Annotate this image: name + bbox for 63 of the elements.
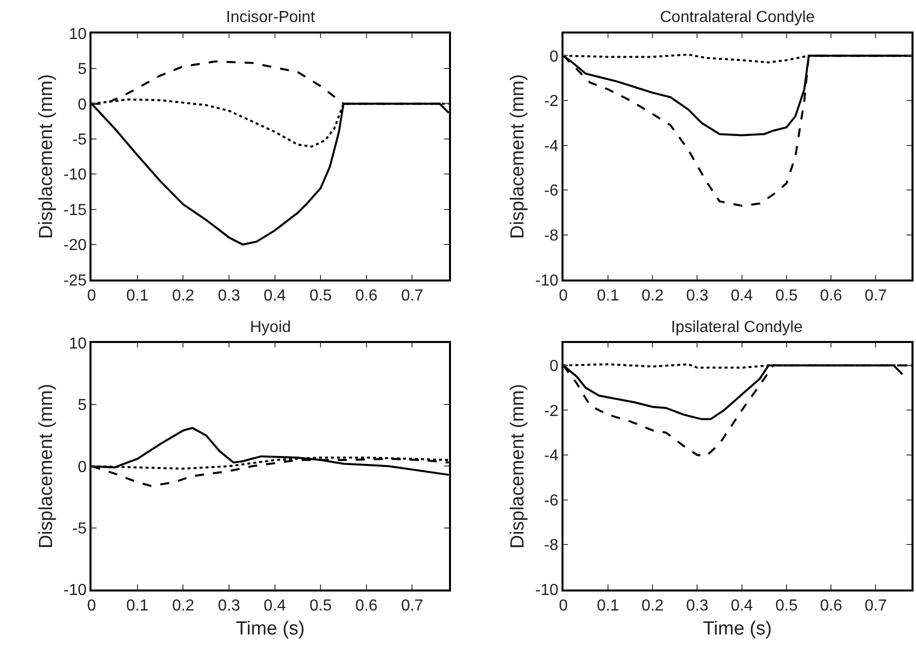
y-tick-label: -6 — [544, 182, 558, 200]
x-tick-label: 0.3 — [218, 288, 240, 305]
x-tick-label: 0.4 — [730, 288, 754, 305]
y-tick-label: -25 — [64, 272, 87, 290]
chart-title: Incisor-Point — [226, 9, 316, 26]
y-tick-label: -10 — [64, 166, 87, 184]
y-axis-title: Displacement (mm) — [508, 384, 529, 549]
y-tick-label: -8 — [544, 228, 558, 245]
y-tick-label: -5 — [72, 132, 87, 149]
x-tick-label: 0.1 — [126, 597, 149, 614]
y-axis-title: Displacement (mm) — [36, 74, 57, 239]
y-tick-label: 0 — [549, 48, 558, 66]
y-tick-label: -6 — [544, 492, 558, 510]
x-tick-label: 0.2 — [172, 597, 194, 614]
x-tick-label: 0.1 — [126, 288, 149, 305]
x-tick-label: 0.6 — [355, 597, 378, 614]
y-tick-label: -20 — [64, 237, 87, 254]
x-tick-label: 0.2 — [172, 288, 194, 305]
y-tick-label: -10 — [535, 582, 558, 600]
y-tick-label: -10 — [64, 582, 87, 600]
y-tick-label: 10 — [68, 336, 87, 353]
x-tick-label: 0.7 — [864, 597, 887, 614]
chart-title: Ipsilateral Condyle — [671, 319, 803, 336]
y-tick-label: -10 — [535, 272, 558, 290]
x-tick-label: 0.7 — [864, 288, 887, 305]
y-tick-label: -15 — [64, 202, 87, 219]
x-tick-label: 0.5 — [775, 597, 798, 614]
y-tick-label: -8 — [544, 537, 558, 554]
x-tick-label: 0.6 — [820, 288, 842, 305]
y-tick-label: -5 — [72, 520, 87, 538]
y-tick-label: 10 — [68, 26, 87, 43]
y-tick-label: 0 — [549, 358, 558, 375]
x-tick-label: 0.2 — [641, 597, 664, 614]
x-axis-title: Time (s) — [236, 618, 305, 640]
y-tick-label: 0 — [78, 458, 87, 476]
y-tick-label: 0 — [78, 96, 87, 114]
x-tick-label: 0.4 — [264, 597, 286, 614]
y-tick-label: -2 — [544, 402, 558, 420]
x-tick-label: 0.7 — [401, 288, 424, 305]
x-tick-label: 0.3 — [686, 288, 708, 305]
y-tick-label: -4 — [544, 138, 558, 155]
y-tick-label: -4 — [544, 448, 558, 465]
y-axis-title: Displacement (mm) — [36, 384, 57, 549]
x-tick-label: 0.1 — [596, 597, 620, 614]
y-tick-label: -2 — [544, 93, 558, 110]
y-axis-title: Displacement (mm) — [508, 74, 529, 239]
x-tick-label: 0.5 — [309, 288, 332, 305]
y-tick-label: 5 — [78, 397, 87, 414]
x-tick-label: 0.4 — [264, 288, 286, 305]
x-tick-label: 0.7 — [401, 597, 424, 614]
x-tick-label: 0.5 — [309, 597, 332, 614]
chart-title: Contralateral Condyle — [660, 9, 815, 26]
x-tick-label: 0.2 — [641, 288, 664, 305]
x-tick-label: 0.4 — [730, 597, 754, 614]
chart-title: Hyoid — [250, 319, 291, 336]
y-tick-label: 5 — [78, 61, 87, 78]
x-tick-label: 0.6 — [820, 597, 842, 614]
x-tick-label: 0.5 — [775, 288, 798, 305]
x-tick-label: 0.3 — [686, 597, 708, 614]
x-tick-label: 0.1 — [596, 288, 620, 305]
x-tick-label: 0.6 — [355, 288, 378, 305]
x-tick-label: 0.3 — [218, 597, 240, 614]
x-axis-title: Time (s) — [702, 618, 772, 640]
